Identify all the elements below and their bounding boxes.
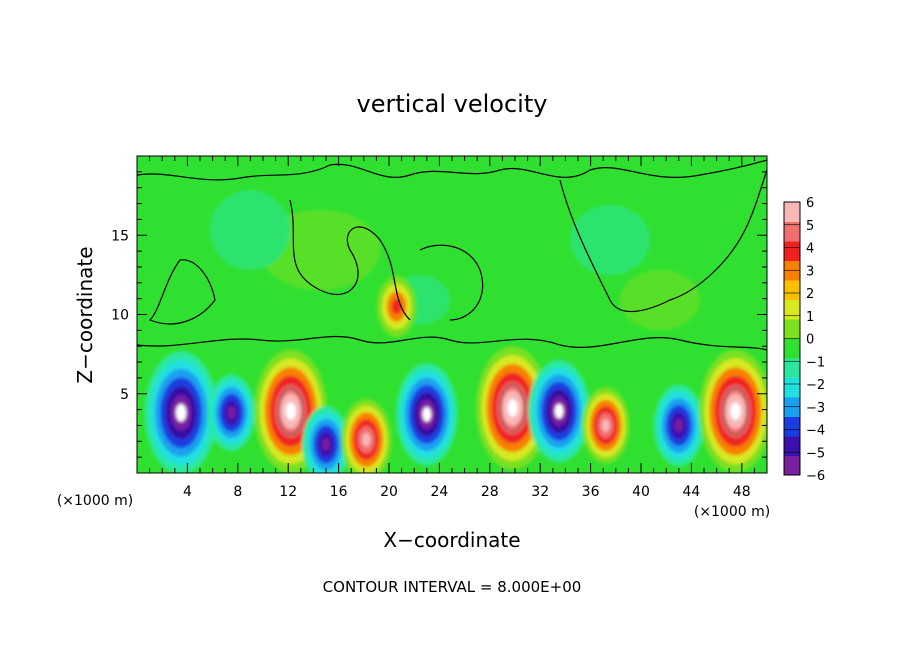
velocity-cell-contour xyxy=(168,388,194,437)
x-tick-label: 36 xyxy=(582,484,600,500)
velocity-cell xyxy=(362,432,371,447)
colorbar-tick-label: −3 xyxy=(806,401,825,416)
bg-patch xyxy=(620,270,700,330)
colorbar-segment xyxy=(784,319,800,339)
x-unit-label-right: (×1000 m) xyxy=(694,504,770,520)
colorbar-segment xyxy=(784,416,800,437)
x-tick-label: 48 xyxy=(733,484,751,500)
colorbar-tick-label: 4 xyxy=(806,242,814,257)
bg-patch xyxy=(570,205,650,275)
velocity-cell xyxy=(391,298,402,315)
x-tick-label: 40 xyxy=(632,484,650,500)
velocity-cell xyxy=(507,399,518,417)
x-tick-label: 12 xyxy=(279,484,297,500)
x-tick-label: 44 xyxy=(682,484,700,500)
colorbar-tick-label: 0 xyxy=(806,333,814,348)
colorbar-segment xyxy=(784,358,800,378)
colorbar-segment xyxy=(784,377,800,398)
colorbar-tick-label: 6 xyxy=(806,196,814,211)
colorbar-segment xyxy=(784,455,800,476)
contour-line xyxy=(137,159,767,181)
velocity-cell-contour xyxy=(415,394,438,435)
colorbar-tick-label: −5 xyxy=(806,446,825,461)
y-tick-label: 10 xyxy=(111,308,129,324)
contour-line xyxy=(419,244,484,321)
colorbar-tick-label: −2 xyxy=(806,378,825,393)
velocity-cell-contour xyxy=(499,384,526,432)
colorbar-segment xyxy=(784,280,800,300)
x-tick-label: 8 xyxy=(233,484,242,500)
x-tick-label: 28 xyxy=(481,484,499,500)
zero-contours xyxy=(137,159,767,351)
colorbar-segment xyxy=(784,221,800,242)
colorbar-segment xyxy=(784,436,800,456)
velocity-cell xyxy=(175,403,187,422)
velocity-cell xyxy=(285,402,296,420)
colorbar-tick-label: 3 xyxy=(806,264,814,279)
x-tick-label: 16 xyxy=(330,484,348,500)
contour-interval-note: CONTOUR INTERVAL = 8.000E+00 xyxy=(323,578,582,596)
y-tick-label: 5 xyxy=(120,387,129,403)
velocity-cell xyxy=(227,406,236,420)
velocity-cell xyxy=(322,438,330,451)
colorbar-tick-label: −6 xyxy=(806,469,825,484)
contour-line xyxy=(148,259,216,325)
velocity-cell xyxy=(601,419,610,432)
contour-line xyxy=(559,169,767,313)
x-unit-label-left: (×1000 m) xyxy=(57,493,133,509)
colorbar-tick-label: 5 xyxy=(806,219,814,234)
velocity-cell xyxy=(554,403,564,419)
velocity-cells xyxy=(144,276,767,473)
contour-line xyxy=(289,199,411,321)
x-tick-label: 4 xyxy=(183,484,192,500)
colorbar-segment xyxy=(784,241,800,261)
colorbar-tick-label: 2 xyxy=(806,287,814,302)
velocity-cell-contour xyxy=(277,387,304,436)
contour-line xyxy=(137,335,767,351)
y-axis-label: Z−coordinate xyxy=(73,246,97,383)
velocity-cell xyxy=(730,402,741,420)
plot-area xyxy=(137,156,767,473)
colorbar-tick-label: 1 xyxy=(806,310,814,325)
x-tick-label: 24 xyxy=(430,484,448,500)
colorbar-segment xyxy=(784,299,800,320)
velocity-cell xyxy=(674,418,683,433)
x-tick-label: 32 xyxy=(531,484,549,500)
x-tick-label: 20 xyxy=(380,484,398,500)
bg-patch xyxy=(210,190,290,270)
colorbar-tick-label: −4 xyxy=(806,424,825,439)
velocity-cell-contour xyxy=(548,391,571,432)
colorbar-segment xyxy=(784,338,800,359)
y-tick-label: 15 xyxy=(111,228,129,244)
x-axis-label: X−coordinate xyxy=(383,528,520,552)
colorbar: 6 5 4 3 2 1 0 −1 −2 −3 −4 −5 −6 xyxy=(783,196,825,484)
colorbar-tick-label: −1 xyxy=(806,355,825,370)
chart-title: vertical velocity xyxy=(357,90,548,118)
velocity-cell-contour xyxy=(722,387,749,436)
colorbar-segment xyxy=(784,202,800,222)
velocity-cell xyxy=(422,407,432,422)
